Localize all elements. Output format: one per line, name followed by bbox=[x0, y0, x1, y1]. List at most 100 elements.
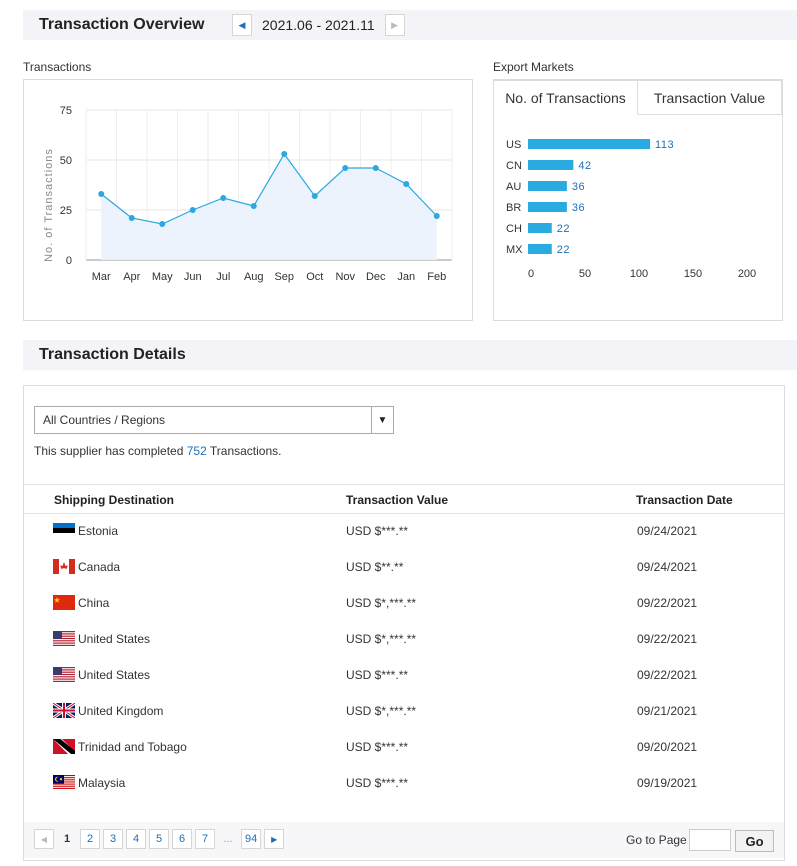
data-point bbox=[220, 195, 227, 201]
series-area bbox=[101, 154, 437, 260]
summary-count: 752 bbox=[186, 444, 207, 458]
estonia-flag-icon bbox=[53, 523, 75, 538]
date-range-nav: ◀ 2021.06 - 2021.11 ▶ bbox=[232, 13, 405, 37]
x-tick-label: Aug bbox=[244, 271, 264, 283]
x-tick-label: Jan bbox=[397, 271, 415, 283]
page-5[interactable]: 5 bbox=[149, 829, 169, 849]
x-tick-label: Nov bbox=[335, 271, 355, 283]
tab-transaction-value[interactable]: Transaction Value bbox=[638, 80, 782, 115]
series-line bbox=[100, 152, 438, 225]
bar bbox=[528, 160, 574, 170]
data-label: 42 bbox=[578, 160, 591, 172]
x-tick-label: Jul bbox=[216, 271, 230, 283]
table-header: Shipping Destination Transaction Value T… bbox=[24, 484, 784, 514]
page-1[interactable]: 1 bbox=[63, 833, 71, 845]
trinidad-and-tobago-flag-icon bbox=[53, 739, 75, 754]
chevron-right-icon[interactable]: ▶ bbox=[264, 829, 285, 849]
export-markets-bar-chart: US 113 CN 42 AU 36 BR 36 CH 22 MX 22 0 50 100 150 200 bbox=[506, 139, 756, 280]
row-date: 09/20/2021 bbox=[637, 740, 698, 754]
table-row: United Kingdom USD $*,***.** 09/21/2021 bbox=[24, 694, 784, 730]
row-value: USD $***.** bbox=[346, 776, 409, 790]
row-date: 09/24/2021 bbox=[637, 560, 698, 574]
chevron-right-icon[interactable]: ▶ bbox=[384, 14, 405, 36]
column-transaction-value: Transaction Value bbox=[346, 493, 449, 507]
row-country: United States bbox=[78, 632, 151, 646]
row-value: USD $***.** bbox=[346, 668, 409, 682]
x-tick-label: Dec bbox=[366, 271, 386, 283]
x-tick-label: 50 bbox=[579, 268, 591, 280]
data-point bbox=[281, 151, 288, 157]
table-row: Trinidad and Tobago USD $***.** 09/20/20… bbox=[24, 730, 784, 766]
data-point bbox=[403, 181, 410, 187]
x-tick-label: Feb bbox=[427, 271, 446, 283]
tab-no-of-transactions[interactable]: No. of Transactions bbox=[493, 80, 638, 115]
table-row: Malaysia USD $***.** 09/19/2021 bbox=[24, 766, 784, 802]
date-range-label: 2021.06 - 2021.11 bbox=[262, 17, 375, 33]
table-row: United States USD $*,***.** 09/22/2021 bbox=[24, 622, 784, 658]
chevron-left-icon[interactable]: ◀ bbox=[34, 829, 54, 849]
x-tick-label: 200 bbox=[738, 268, 756, 280]
bar bbox=[528, 223, 552, 233]
canada-flag-icon bbox=[53, 559, 75, 574]
bar bbox=[528, 181, 567, 191]
page-4[interactable]: 4 bbox=[126, 829, 146, 849]
export-markets-label: Export Markets bbox=[493, 60, 574, 74]
row-date: 09/22/2021 bbox=[637, 596, 698, 610]
goto-page-label: Go to Page bbox=[626, 833, 687, 847]
category-label: US bbox=[506, 139, 521, 151]
page-last[interactable]: 94 bbox=[241, 829, 262, 849]
row-value: USD $***.** bbox=[346, 740, 409, 754]
row-value: USD $*,***.** bbox=[346, 704, 417, 718]
row-country: Trinidad and Tobago bbox=[78, 740, 187, 754]
page-3[interactable]: 3 bbox=[103, 829, 123, 849]
summary-suffix: Transactions. bbox=[206, 444, 282, 458]
details-panel bbox=[23, 385, 785, 861]
chevron-down-icon[interactable]: ▼ bbox=[371, 407, 393, 433]
table-row: Estonia USD $***.** 09/24/2021 bbox=[24, 514, 784, 550]
transactions-line-chart: 0 25 50 75 Mar Apr May Jun Jul Aug Sep Oct Nov Dec Jan… bbox=[43, 105, 453, 283]
x-tick-label: Apr bbox=[123, 271, 140, 283]
table-row: China USD $*,***.** 09/22/2021 bbox=[24, 586, 784, 622]
row-date: 09/22/2021 bbox=[637, 668, 698, 682]
row-country: United Kingdom bbox=[78, 704, 164, 718]
transactions-chart-panel: 0 25 50 75 Mar Apr May Jun Jul Aug Sep Oct Nov Dec Jan… bbox=[23, 79, 473, 321]
goto-page-input[interactable] bbox=[689, 829, 731, 851]
y-tick-label: 0 bbox=[66, 255, 72, 267]
data-label: 113 bbox=[655, 139, 674, 151]
export-tabs: No. of Transactions Transaction Value bbox=[493, 80, 782, 115]
data-point bbox=[128, 215, 135, 221]
overview-title: Transaction Overview bbox=[39, 16, 205, 33]
column-transaction-date: Transaction Date bbox=[636, 493, 733, 507]
x-tick-label: Mar bbox=[92, 271, 111, 283]
row-date: 09/21/2021 bbox=[637, 704, 698, 718]
transactions-label: Transactions bbox=[23, 60, 92, 74]
page-2[interactable]: 2 bbox=[80, 829, 100, 849]
y-tick-label: 25 bbox=[60, 205, 72, 217]
data-label: 22 bbox=[557, 244, 570, 256]
country-filter-select[interactable]: All Countries / Regions ▼ bbox=[34, 406, 394, 434]
details-header-bar bbox=[23, 340, 797, 370]
united-kingdom-flag-icon bbox=[53, 703, 75, 718]
pagination-ellipsis: ... bbox=[223, 833, 233, 845]
summary-prefix: This supplier has completed bbox=[34, 444, 187, 458]
row-value: USD $*,***.** bbox=[346, 632, 417, 646]
row-value: USD $*,***.** bbox=[346, 596, 417, 610]
y-tick-label: 75 bbox=[60, 105, 72, 117]
x-tick-label: May bbox=[152, 271, 173, 283]
x-tick-label: Oct bbox=[306, 271, 323, 283]
page-6[interactable]: 6 bbox=[172, 829, 192, 849]
data-label: 36 bbox=[572, 202, 585, 214]
page-7[interactable]: 7 bbox=[195, 829, 215, 849]
row-date: 09/24/2021 bbox=[637, 524, 698, 538]
china-flag-icon bbox=[53, 595, 75, 610]
category-label: CN bbox=[506, 160, 522, 172]
category-label: BR bbox=[506, 202, 521, 214]
pagination: ◀ 1 2 3 4 5 6 7 ... 94 ▶ bbox=[34, 829, 285, 849]
go-button[interactable]: Go bbox=[735, 830, 774, 852]
row-date: 09/19/2021 bbox=[637, 776, 698, 790]
details-title: Transaction Details bbox=[39, 346, 186, 363]
row-date: 09/22/2021 bbox=[637, 632, 698, 646]
bar bbox=[528, 244, 552, 254]
row-country: Malaysia bbox=[78, 776, 126, 790]
chevron-left-icon[interactable]: ◀ bbox=[232, 14, 252, 36]
